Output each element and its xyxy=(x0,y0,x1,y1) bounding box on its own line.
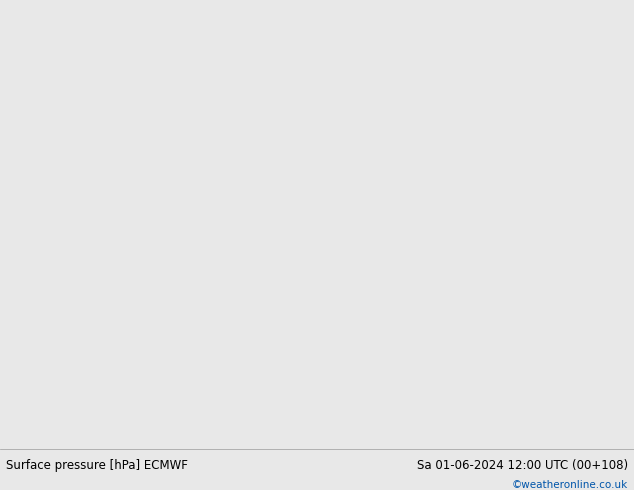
Text: Sa 01-06-2024 12:00 UTC (00+108): Sa 01-06-2024 12:00 UTC (00+108) xyxy=(417,459,628,471)
Text: ©weatheronline.co.uk: ©weatheronline.co.uk xyxy=(512,480,628,490)
Text: Surface pressure [hPa] ECMWF: Surface pressure [hPa] ECMWF xyxy=(6,459,188,471)
